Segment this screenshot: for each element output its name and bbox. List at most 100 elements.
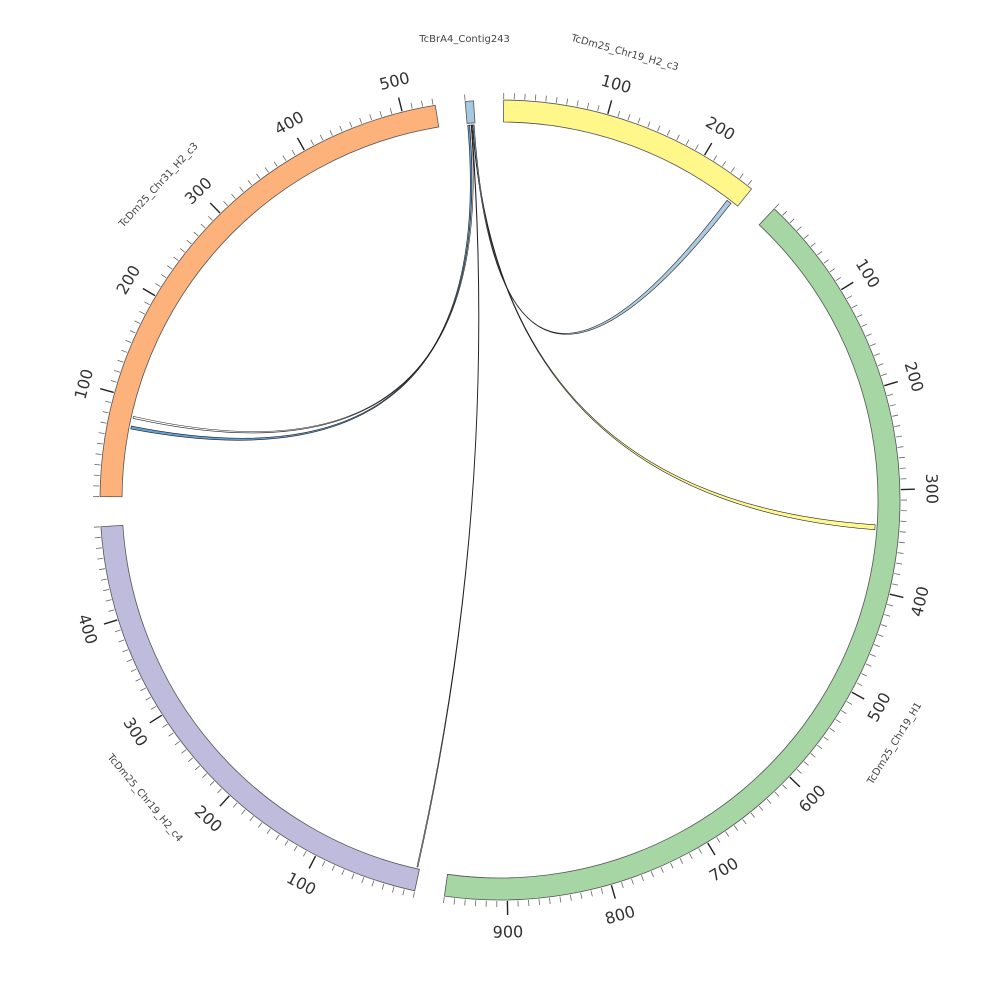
minor-tick — [187, 757, 194, 762]
minor-tick — [291, 149, 296, 156]
tick-label: 700 — [706, 853, 742, 885]
minor-tick — [174, 740, 180, 746]
minor-tick — [597, 105, 600, 112]
minor-tick — [98, 432, 105, 434]
minor-tick — [241, 809, 246, 815]
minor-tick — [774, 203, 780, 209]
minor-tick — [545, 95, 547, 102]
segments-layer — [99, 99, 901, 901]
minor-tick — [861, 323, 868, 328]
minor-tick — [774, 791, 780, 797]
minor-tick — [144, 301, 150, 306]
links-layer — [130, 124, 876, 868]
minor-tick — [566, 98, 569, 105]
minor-tick — [453, 898, 456, 905]
minor-tick — [716, 837, 721, 843]
minor-tick — [97, 557, 104, 560]
minor-tick — [877, 634, 884, 637]
minor-tick — [121, 349, 128, 353]
segment-label-tcbra4-contig243: TcBrA4_Contig243 — [418, 34, 510, 45]
minor-tick — [125, 339, 132, 344]
major-tick — [841, 281, 854, 291]
major-tick — [789, 776, 801, 788]
minor-tick — [841, 710, 847, 714]
major-tick — [149, 714, 163, 724]
minor-tick — [884, 614, 891, 617]
minor-tick — [555, 96, 558, 104]
minor-tick — [698, 848, 702, 854]
minor-tick — [829, 727, 835, 732]
minor-tick — [103, 588, 110, 592]
minor-tick — [676, 134, 680, 141]
minor-tick — [108, 609, 115, 612]
minor-tick — [689, 853, 693, 859]
minor-tick — [869, 653, 876, 657]
minor-tick — [835, 277, 841, 282]
minor-tick — [823, 259, 829, 264]
segment-tcdm25-chr19-h2-c4 — [100, 524, 420, 892]
minor-tick — [293, 845, 298, 852]
minor-tick — [590, 890, 593, 897]
segment-label-tcdm25-chr19-h2-c3: TcDm25_Chr19_H2_c3 — [569, 33, 680, 74]
minor-tick — [273, 161, 278, 167]
minor-tick — [349, 121, 353, 128]
tick-label: 400 — [271, 107, 307, 138]
minor-tick — [631, 878, 634, 885]
minor-tick — [796, 769, 802, 774]
minor-tick — [381, 883, 385, 890]
minor-tick — [856, 682, 863, 687]
minor-tick — [130, 668, 137, 672]
minor-tick — [796, 226, 802, 231]
minor-tick — [789, 218, 795, 224]
minor-tick — [782, 784, 787, 790]
minor-tick — [217, 788, 222, 794]
tick-label: 200 — [191, 801, 226, 836]
major-tick — [397, 97, 403, 112]
labels-layer: TcBrA4_Contig243 100 200 TcDm25_Chr19_H2_c3… — [71, 33, 942, 942]
minor-tick — [135, 678, 142, 682]
minor-tick — [202, 773, 208, 778]
minor-tick — [846, 701, 853, 705]
major-tick — [707, 842, 716, 856]
major-tick — [884, 380, 898, 387]
link-4 — [471, 124, 876, 531]
minor-tick — [895, 562, 902, 565]
minor-tick — [534, 94, 537, 101]
minor-tick — [685, 139, 690, 146]
minor-tick — [894, 425, 901, 428]
link-3 — [416, 124, 480, 868]
minor-tick — [823, 736, 829, 741]
minor-tick — [758, 805, 764, 811]
minor-tick — [549, 897, 551, 904]
minor-tick — [392, 886, 395, 893]
major-tick — [100, 387, 114, 394]
minor-tick — [98, 568, 105, 571]
minor-tick — [650, 871, 654, 878]
minor-tick — [181, 749, 187, 754]
minor-tick — [666, 129, 671, 136]
minor-tick — [284, 840, 289, 846]
minor-tick — [870, 343, 876, 347]
minor-tick — [725, 831, 730, 837]
minor-tick — [617, 110, 621, 117]
minor-tick — [713, 155, 718, 161]
minor-tick — [264, 167, 269, 173]
minor-tick — [856, 314, 863, 318]
minor-tick — [389, 107, 393, 114]
minor-tick — [621, 882, 624, 888]
minor-tick — [803, 761, 809, 766]
minor-tick — [897, 446, 904, 448]
minor-tick — [877, 363, 884, 366]
major-tick — [607, 100, 613, 114]
minor-tick — [810, 753, 816, 758]
minor-tick — [851, 304, 858, 309]
minor-tick — [319, 134, 324, 141]
minor-tick — [861, 673, 868, 677]
minor-tick — [114, 629, 121, 633]
minor-tick — [379, 110, 383, 117]
segment-label-tcdm25-chr31-h2-c3: TcDm25_Chr31_H2_c3 — [117, 141, 201, 231]
minor-tick — [122, 649, 129, 653]
minor-tick — [679, 858, 684, 864]
minor-tick — [193, 231, 199, 237]
major-tick — [103, 619, 118, 625]
